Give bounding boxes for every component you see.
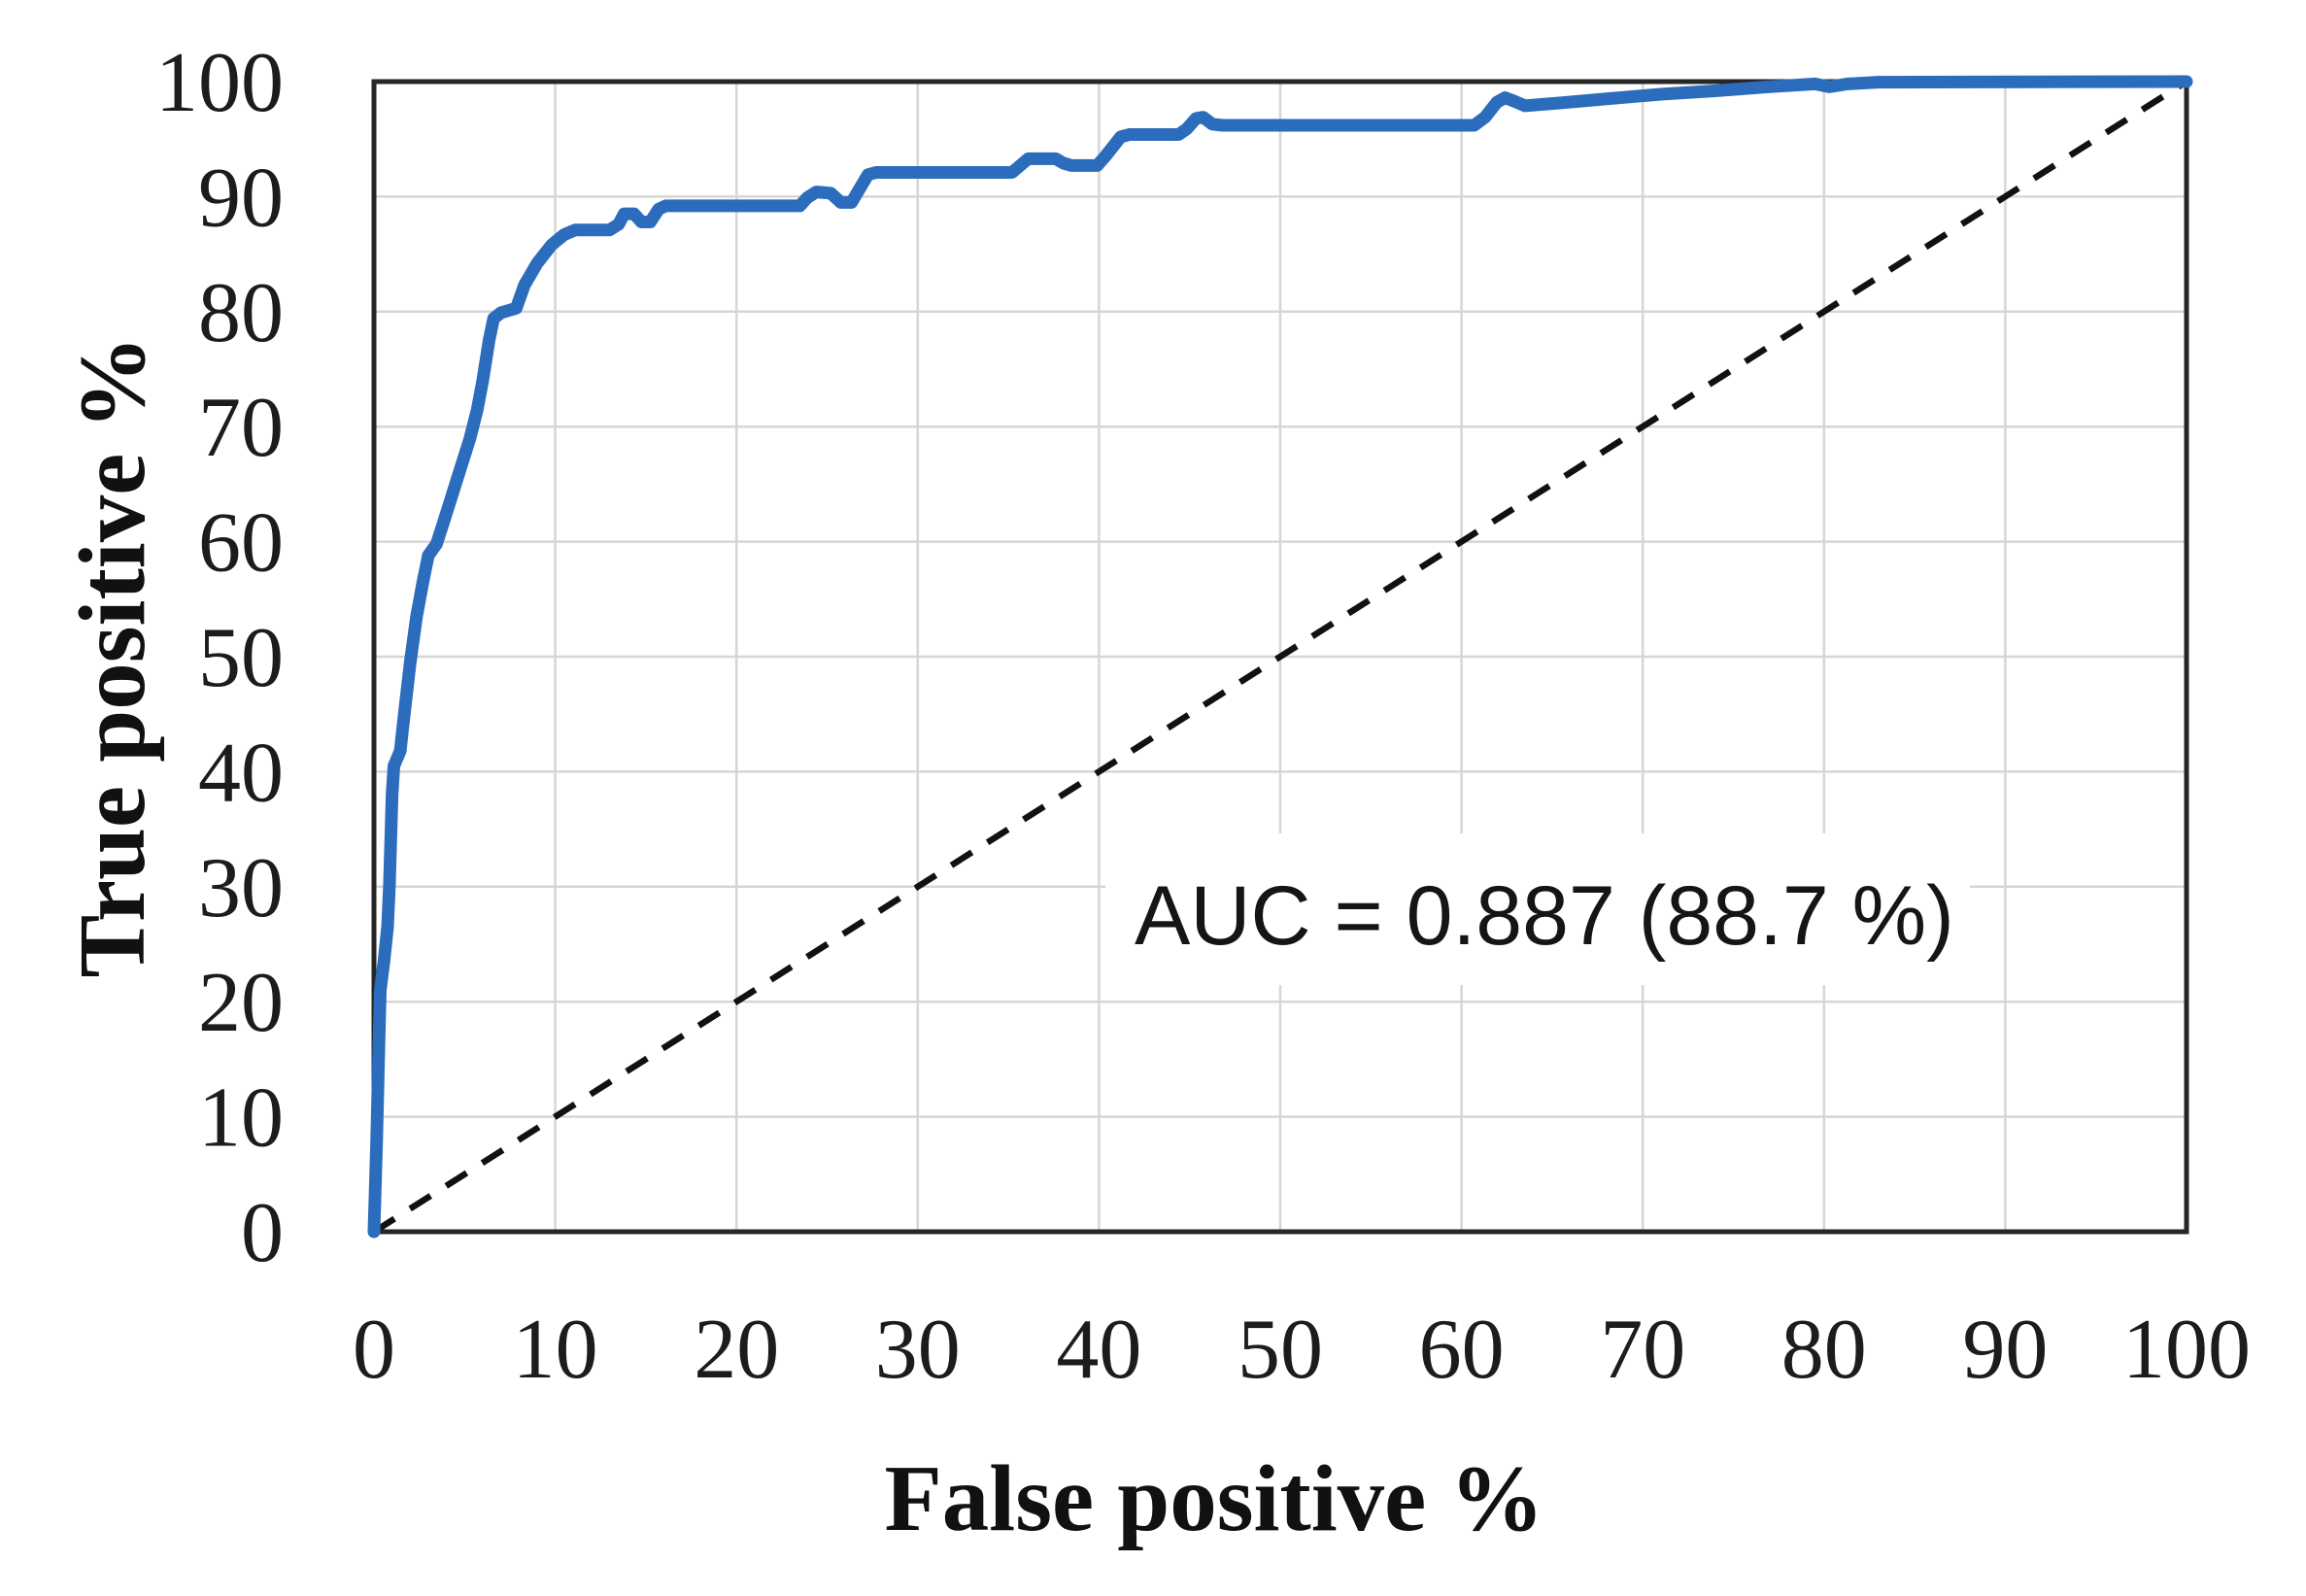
y-tick-label: 10 [198,1071,284,1166]
y-tick-label: 60 [198,496,284,591]
x-tick-label: 20 [694,1303,779,1397]
x-tick-label: 50 [1238,1303,1323,1397]
x-tick-label: 0 [353,1303,395,1397]
x-tick-label: 40 [1056,1303,1141,1397]
auc-label-background [1105,833,1970,985]
x-tick-label: 60 [1419,1303,1505,1397]
plot-border [371,79,2189,1235]
y-axis-title: True positive % [60,335,164,977]
y-tick-label: 40 [198,726,284,820]
x-tick-label: 100 [2122,1303,2251,1397]
y-tick-label: 20 [198,956,284,1050]
roc-curve-line [367,75,2193,1239]
y-tick-label: 80 [198,266,284,360]
x-axis-title: False positive % [885,1446,1544,1550]
x-tick-label: 70 [1600,1303,1685,1397]
y-tick-label: 0 [241,1186,284,1280]
y-tick-label: 30 [198,841,284,935]
y-tick-label: 50 [198,611,284,705]
y-tick-label: 70 [198,381,284,475]
x-tick-label: 10 [513,1303,598,1397]
x-tick-labels: 0 10 20 30 40 50 60 70 80 90 100 [353,1303,2251,1397]
x-tick-label: 30 [875,1303,961,1397]
y-tick-label: 90 [198,151,284,245]
chance-diagonal-line [372,79,2188,1235]
x-tick-label: 80 [1781,1303,1867,1397]
y-tick-labels: 0 10 20 30 40 50 60 70 80 90 100 [155,36,284,1280]
auc-label: AUC = 0.887 (88.7 %) [1135,869,1954,963]
y-tick-label: 100 [155,36,284,130]
x-tick-label: 90 [1962,1303,2048,1397]
